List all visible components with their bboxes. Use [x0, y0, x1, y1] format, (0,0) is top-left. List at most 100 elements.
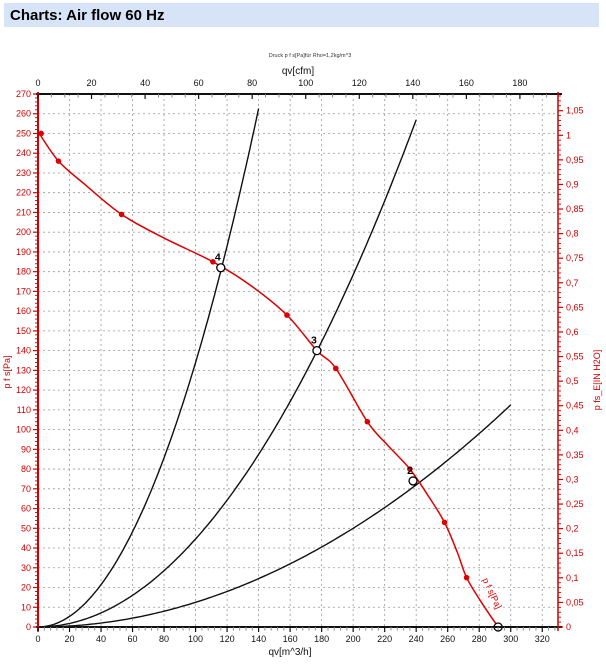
x-tick-label: 240 [409, 634, 424, 644]
left-tick-label: 100 [16, 425, 31, 435]
left-tick-label: 260 [16, 109, 31, 119]
top-tick-label: 140 [405, 78, 420, 88]
fan-curve-data-point [364, 418, 371, 425]
left-tick-label: 210 [16, 207, 31, 217]
x-tick-label: 180 [314, 634, 329, 644]
right-tick-label: 0,65 [566, 302, 584, 312]
x-tick-label: 20 [65, 634, 75, 644]
x-tick-label: 300 [503, 634, 518, 644]
right-tick-label: 0,95 [566, 155, 584, 165]
left-tick-label: 60 [21, 504, 31, 514]
right-tick-label: 0,35 [566, 450, 584, 460]
x-tick-label: 260 [440, 634, 455, 644]
page-title: Charts: Air flow 60 Hz [10, 6, 165, 24]
left-tick-label: 270 [16, 89, 31, 99]
fan-curve-data-point [333, 365, 339, 372]
fan-curve-data-point [118, 211, 125, 218]
left-tick-label: 50 [21, 523, 31, 533]
x-tick-label: 140 [251, 634, 266, 644]
top-tick-label: 0 [35, 78, 40, 88]
left-tick-label: 140 [16, 346, 31, 356]
operating-point-number: 2 [407, 465, 413, 477]
right-tick-label: 1,05 [566, 106, 584, 116]
left-tick-label: 110 [17, 405, 31, 415]
top-tick-label: 80 [247, 78, 257, 88]
left-tick-label: 90 [21, 444, 31, 454]
operating-point-number: 3 [311, 335, 317, 347]
fan-curve-data-point [55, 158, 62, 164]
left-tick-label: 40 [21, 543, 31, 553]
top-tick-label: 100 [298, 78, 313, 88]
right-tick-label: 0,6 [566, 327, 579, 337]
x-tick-label: 280 [472, 634, 487, 644]
x-tick-label: 320 [535, 634, 550, 644]
left-tick-label: 30 [21, 563, 31, 573]
chart-panel: p f s[Pa] 4 3 2 0 20 40 60 80 100 120 140 160 180 200 2… [0, 34, 606, 660]
fan-curve-data-point [38, 130, 44, 137]
x-axis-title: qv[m^3/h] [268, 647, 311, 658]
left-tick-label: 70 [21, 484, 31, 494]
left-tick-label: 230 [16, 168, 31, 178]
x-tick-label: 220 [377, 634, 392, 644]
right-tick-label: 0,05 [566, 597, 584, 607]
right-tick-label: 0,75 [566, 253, 584, 263]
fan-pressure-curve [37, 131, 499, 628]
top-tick-label: 180 [512, 78, 527, 88]
fan-curve-data-point [441, 519, 448, 526]
operating-point-4 [216, 263, 226, 273]
left-tick-label: 200 [16, 227, 31, 237]
right-tick-label: 0,8 [566, 229, 579, 239]
left-tick-label: 130 [16, 365, 31, 375]
right-tick-label: 0,45 [566, 401, 584, 411]
top-tick-label: 120 [352, 78, 367, 88]
right-tick-label: 0,2 [566, 524, 579, 534]
right-tick-label: 0 [566, 622, 571, 632]
left-tick-label: 240 [16, 148, 31, 158]
left-tick-label: 190 [16, 247, 31, 257]
left-tick-label: 120 [16, 385, 31, 395]
chart-subtitle: Druck p f s[Pa]für Rho=1,2kg/m^3 [269, 53, 352, 59]
left-tick-label: 250 [16, 128, 31, 138]
x-tick-label: 100 [188, 634, 203, 644]
fan-curve-data-point [463, 574, 470, 581]
right-tick-label: 0,25 [566, 499, 584, 509]
x-tick-label: 160 [283, 634, 298, 644]
left-tick-label: 160 [16, 306, 31, 316]
operating-point-2 [408, 476, 418, 486]
fan-curve-data-point [210, 258, 216, 265]
top-axis-title: qv[cfm] [282, 66, 314, 77]
right-tick-label: 0,7 [566, 278, 579, 288]
left-tick-label: 150 [16, 326, 31, 336]
left-tick-label: 10 [21, 602, 31, 612]
right-tick-label: 0,5 [566, 376, 579, 386]
right-tick-label: 0,3 [566, 474, 579, 484]
system-curve-through-point-2 [38, 404, 512, 628]
right-tick-label: 0,4 [566, 425, 579, 435]
right-tick-label: 0,15 [566, 548, 584, 558]
operating-point-3 [312, 345, 322, 356]
left-tick-label: 170 [16, 286, 31, 296]
left-tick-label: 80 [21, 464, 31, 474]
right-tick-label: 0,1 [566, 573, 579, 583]
left-axis-title: p f s[Pa] [2, 355, 12, 388]
top-tick-label: 20 [87, 78, 97, 88]
fan-curve-data-point [407, 466, 413, 472]
x-tick-label: 200 [346, 634, 361, 644]
right-axis-title: p fs_E[IN H2O] [592, 350, 602, 411]
right-tick-label: 1 [566, 130, 571, 140]
system-curve-through-point-4 [37, 108, 260, 628]
fan-curve-data-point [284, 312, 290, 318]
left-tick-label: 20 [21, 583, 31, 593]
left-tick-label: 180 [16, 267, 31, 277]
system-curve-through-point-3 [38, 119, 417, 628]
x-tick-label: 60 [128, 634, 138, 644]
left-tick-label: 220 [16, 188, 31, 198]
operating-point-number: 4 [215, 252, 221, 264]
x-tick-label: 0 [35, 634, 40, 644]
right-tick-label: 0,85 [566, 204, 584, 214]
title-bar: Charts: Air flow 60 Hz [4, 3, 599, 27]
top-tick-label: 160 [459, 78, 474, 88]
top-tick-label: 60 [194, 78, 204, 88]
right-tick-label: 0,55 [566, 352, 584, 362]
